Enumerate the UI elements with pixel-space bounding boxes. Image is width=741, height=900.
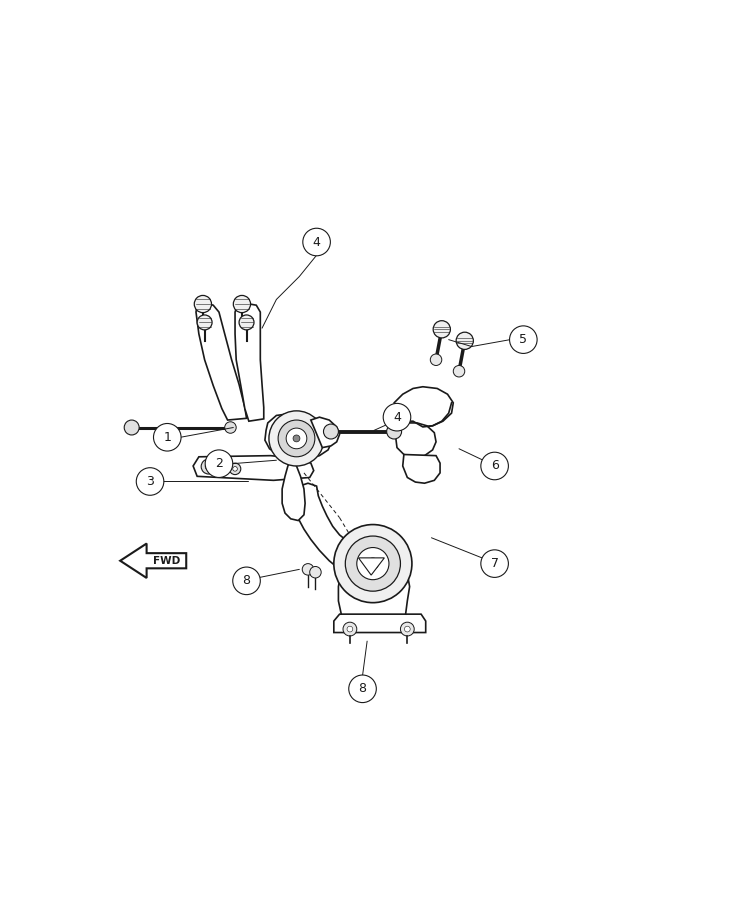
- Text: 4: 4: [313, 236, 321, 248]
- Text: 8: 8: [359, 682, 367, 696]
- Circle shape: [431, 354, 442, 365]
- Circle shape: [347, 626, 353, 632]
- Circle shape: [302, 563, 313, 575]
- Circle shape: [433, 320, 451, 338]
- Circle shape: [205, 450, 233, 478]
- Text: 4: 4: [393, 410, 401, 424]
- Circle shape: [343, 622, 357, 636]
- Circle shape: [387, 424, 402, 439]
- Circle shape: [197, 315, 212, 330]
- Circle shape: [383, 403, 411, 431]
- Polygon shape: [333, 614, 425, 633]
- Circle shape: [225, 422, 236, 433]
- Text: 5: 5: [519, 333, 528, 346]
- Polygon shape: [394, 387, 453, 427]
- Circle shape: [481, 550, 508, 578]
- Circle shape: [324, 424, 339, 439]
- Polygon shape: [265, 413, 333, 459]
- Circle shape: [345, 536, 400, 591]
- Circle shape: [214, 461, 229, 476]
- Circle shape: [310, 566, 321, 578]
- Circle shape: [233, 567, 260, 595]
- Circle shape: [293, 435, 300, 442]
- Circle shape: [233, 466, 237, 472]
- Circle shape: [239, 315, 254, 330]
- Text: 6: 6: [491, 460, 499, 473]
- Polygon shape: [282, 460, 305, 520]
- Polygon shape: [403, 454, 440, 483]
- Circle shape: [194, 295, 211, 312]
- Polygon shape: [295, 483, 388, 576]
- Circle shape: [400, 622, 414, 636]
- Circle shape: [510, 326, 537, 354]
- Text: 2: 2: [215, 457, 223, 470]
- Circle shape: [303, 229, 330, 256]
- Circle shape: [349, 675, 376, 703]
- Text: 3: 3: [146, 475, 154, 488]
- Text: 8: 8: [242, 574, 250, 588]
- Text: 7: 7: [491, 557, 499, 570]
- Polygon shape: [120, 544, 186, 578]
- Circle shape: [153, 424, 181, 451]
- Circle shape: [405, 626, 411, 632]
- Polygon shape: [235, 303, 264, 421]
- Circle shape: [453, 365, 465, 377]
- Circle shape: [481, 452, 508, 480]
- Polygon shape: [396, 421, 436, 457]
- Polygon shape: [193, 455, 313, 481]
- Circle shape: [333, 525, 412, 603]
- Polygon shape: [196, 303, 247, 420]
- Text: 1: 1: [163, 431, 171, 444]
- Circle shape: [456, 332, 473, 349]
- Polygon shape: [359, 558, 385, 575]
- Circle shape: [233, 295, 250, 312]
- Circle shape: [357, 547, 389, 580]
- Circle shape: [201, 459, 216, 474]
- Circle shape: [205, 464, 212, 470]
- Polygon shape: [311, 418, 339, 447]
- Circle shape: [269, 411, 324, 466]
- Circle shape: [286, 428, 307, 449]
- Text: FWD: FWD: [153, 555, 180, 566]
- Circle shape: [219, 464, 225, 472]
- Circle shape: [124, 420, 139, 435]
- Circle shape: [278, 420, 315, 457]
- Circle shape: [229, 464, 241, 474]
- Circle shape: [136, 468, 164, 495]
- Circle shape: [367, 558, 379, 570]
